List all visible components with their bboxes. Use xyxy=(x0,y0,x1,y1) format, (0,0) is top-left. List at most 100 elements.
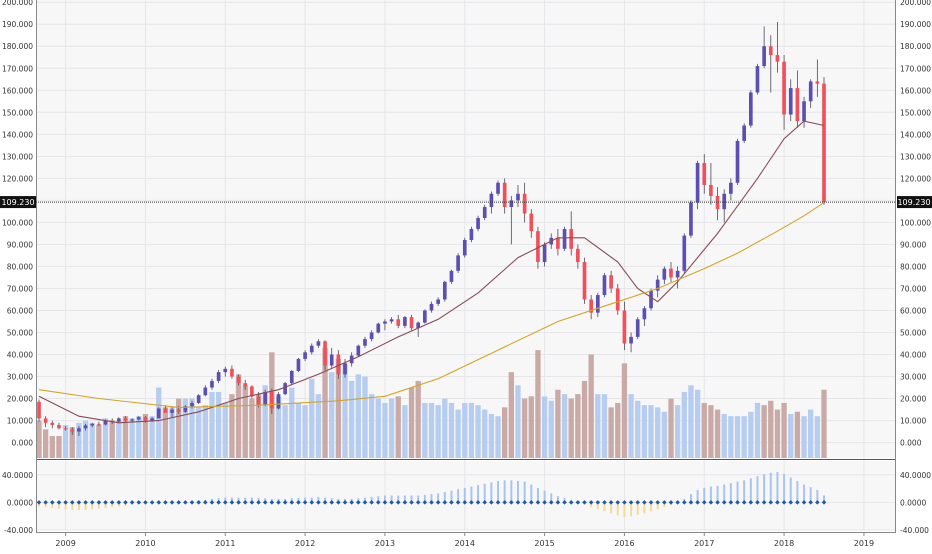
volume-bar xyxy=(561,394,568,458)
candle-body xyxy=(203,387,208,396)
candle-body xyxy=(662,268,667,280)
oscillator-marker xyxy=(329,500,334,505)
volume-bar xyxy=(821,389,827,458)
candle-body xyxy=(190,402,194,407)
volume-bar xyxy=(229,394,235,458)
oscillator-marker xyxy=(509,500,514,505)
candle-body xyxy=(423,310,427,323)
volume-bar xyxy=(661,411,667,458)
oscillator-marker xyxy=(442,500,448,505)
volume-bar xyxy=(275,396,282,458)
volume-bar xyxy=(788,413,794,458)
osc-tick-label-right: 40.0000 xyxy=(900,471,931,480)
volume-bar xyxy=(202,405,208,458)
candle-body xyxy=(369,332,374,340)
candle-body xyxy=(522,193,527,214)
oscillator-marker xyxy=(362,500,368,505)
x-tick-label: 2018 xyxy=(774,539,794,548)
y-tick-label-right: 190.000 xyxy=(900,20,931,29)
moving-average-line-1 xyxy=(38,120,825,424)
oscillator-marker xyxy=(768,500,774,505)
oscillator-marker xyxy=(721,500,727,505)
volume-bar xyxy=(255,394,262,458)
volume-bar xyxy=(322,347,328,458)
grid xyxy=(36,0,896,531)
volume-bar xyxy=(262,385,268,458)
candle-body xyxy=(216,372,221,381)
volume-bar xyxy=(515,385,521,458)
oscillator-marker xyxy=(555,500,561,505)
x-tick-label: 2013 xyxy=(375,539,395,548)
candle-body xyxy=(715,195,720,210)
candle-body xyxy=(356,345,361,356)
y-tick-label-left: 30.000 xyxy=(7,373,33,382)
oscillator-marker xyxy=(695,500,700,505)
candle-body xyxy=(70,429,75,432)
oscillator-marker xyxy=(535,500,541,505)
oscillator-marker xyxy=(821,500,827,505)
oscillator-marker xyxy=(495,500,501,505)
candlesticks xyxy=(37,22,826,436)
oscillator-marker xyxy=(356,500,361,505)
volume-bar xyxy=(808,409,814,458)
candle-body xyxy=(808,81,813,102)
candle-body xyxy=(642,308,647,320)
oscillator-marker xyxy=(256,500,261,505)
oscillator-marker xyxy=(449,500,454,505)
candle-body xyxy=(629,336,633,344)
y-tick-label-right: 10.000 xyxy=(900,417,926,426)
candle-body xyxy=(90,423,95,426)
y-tick-label-left: 90.000 xyxy=(7,240,33,249)
candle-body xyxy=(117,418,121,422)
oscillator-marker xyxy=(489,500,494,505)
candle-body xyxy=(589,299,593,313)
volume-bar xyxy=(608,407,614,458)
oscillator-marker xyxy=(482,500,487,505)
volume-bar xyxy=(581,380,588,458)
candle-body xyxy=(595,295,600,313)
candle-body xyxy=(343,363,347,375)
candle-body xyxy=(156,408,161,419)
volume-bar xyxy=(102,418,109,458)
y-tick-label-right: 50.000 xyxy=(900,328,926,337)
oscillator-marker xyxy=(409,500,414,505)
volume-bar xyxy=(136,416,142,458)
candle-body xyxy=(236,376,241,384)
volume-bar xyxy=(36,420,42,458)
candle-body xyxy=(622,310,627,344)
candle-body xyxy=(383,321,387,324)
oscillator-marker xyxy=(608,500,614,505)
oscillator-marker xyxy=(282,500,288,505)
volume-bar xyxy=(681,391,687,458)
volume-bar xyxy=(448,402,455,458)
volume-bar xyxy=(774,409,781,458)
candle-body xyxy=(223,368,228,373)
candle-body xyxy=(496,182,500,194)
volume-bar xyxy=(156,387,162,458)
last-price-label-left: 109.230 xyxy=(1,198,34,207)
volume-bar xyxy=(335,358,342,458)
oscillator-marker xyxy=(662,500,667,505)
x-tick-label: 2014 xyxy=(455,539,475,548)
candle-body xyxy=(37,401,41,419)
oscillator-marker xyxy=(575,500,581,505)
y-tick-label-left: 180.000 xyxy=(2,42,33,51)
volume-bar xyxy=(628,394,634,458)
y-tick-label-right: 40.000 xyxy=(900,351,926,360)
y-tick-label-right: 120.000 xyxy=(900,174,931,183)
volume-bar xyxy=(329,372,335,458)
oscillator-marker xyxy=(781,500,787,505)
x-tick-label: 2017 xyxy=(694,539,714,548)
oscillator-marker xyxy=(242,500,248,505)
y-tick-label-right: 20.000 xyxy=(900,395,926,404)
x-tick-label: 2016 xyxy=(614,539,634,548)
volume-bar xyxy=(415,380,421,458)
volume-bar xyxy=(721,413,727,458)
oscillator-marker xyxy=(422,500,428,505)
volume-bar xyxy=(408,387,415,458)
y-tick-label-left: 140.000 xyxy=(2,130,33,139)
volume-bar xyxy=(555,389,561,458)
volume-bar xyxy=(588,354,594,458)
volume-bar xyxy=(302,405,308,458)
candle-body xyxy=(416,322,421,329)
